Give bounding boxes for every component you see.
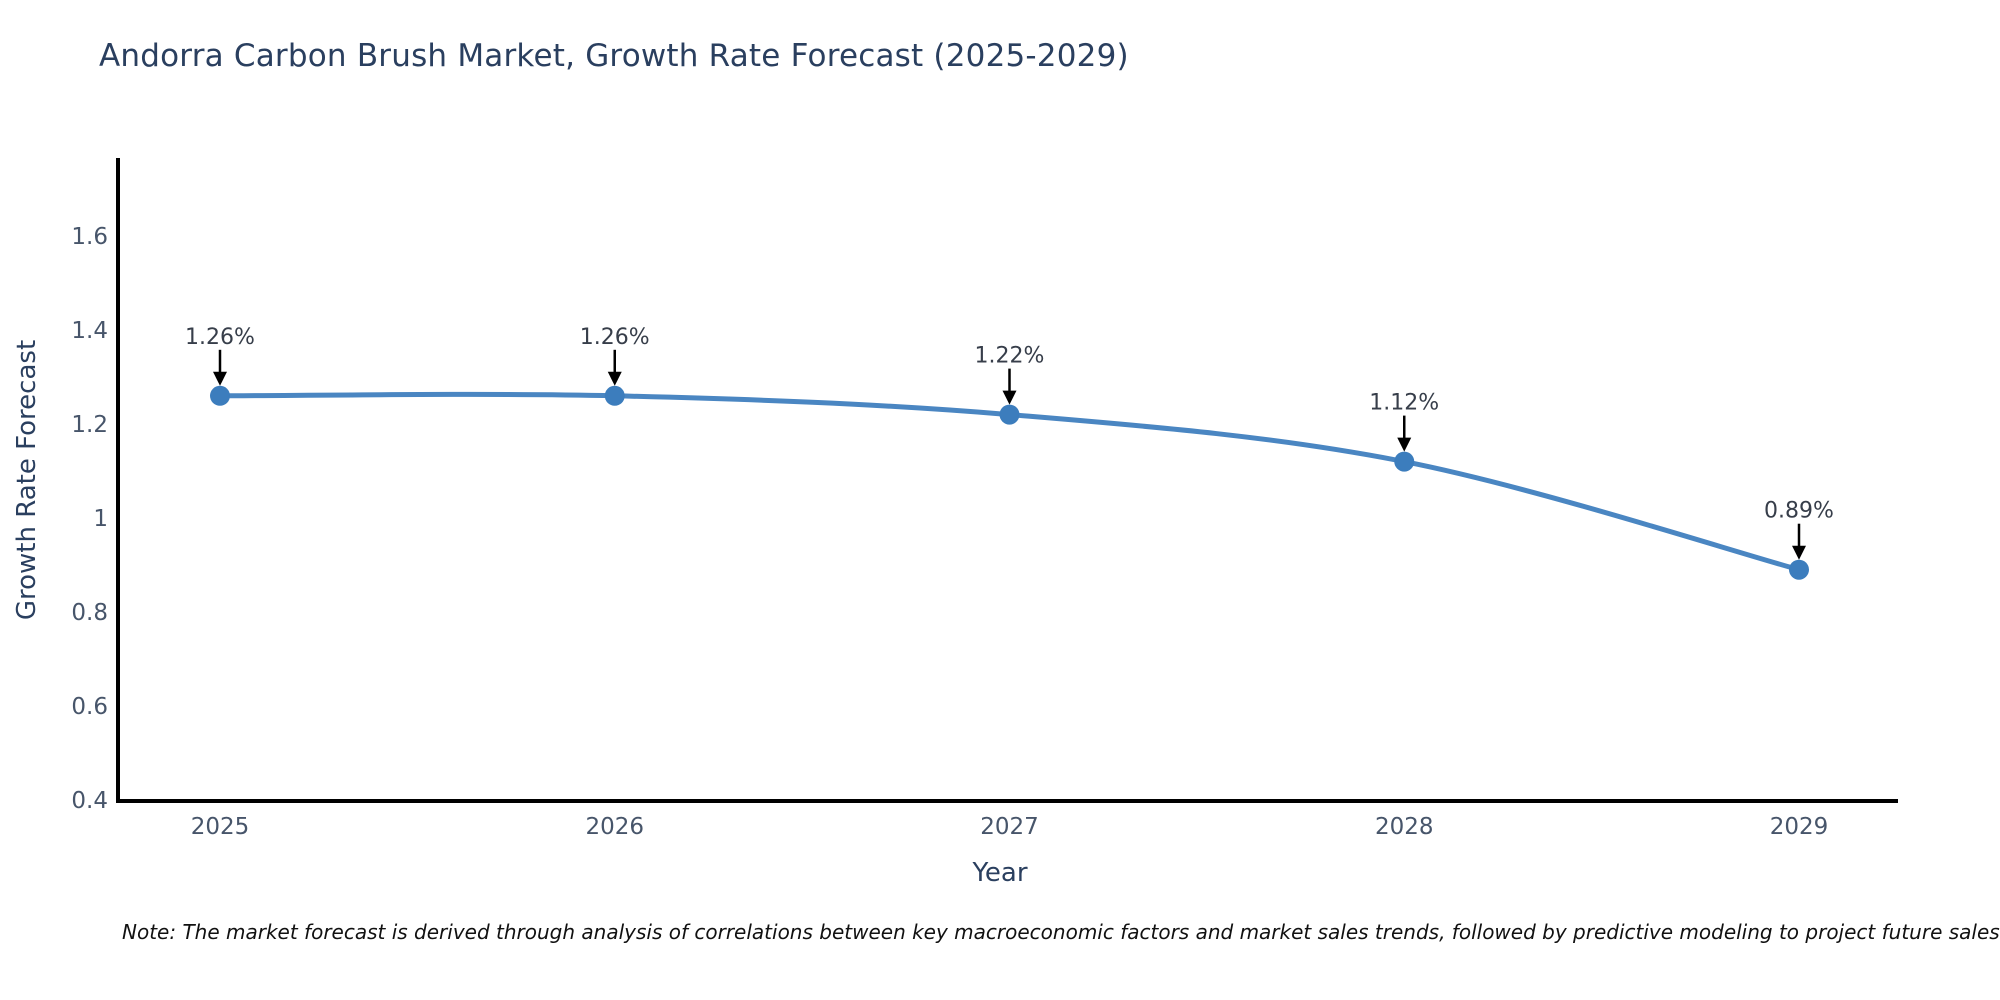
footnote: Note: The market forecast is derived thr… <box>122 920 2000 944</box>
y-tick-label: 0.4 <box>71 788 108 814</box>
x-tick-label: 2026 <box>585 814 644 840</box>
y-tick-label: 1.6 <box>71 224 108 250</box>
x-tick-label: 2028 <box>1375 814 1434 840</box>
data-point-2029[interactable] <box>1789 559 1809 580</box>
series-layer <box>210 385 1809 580</box>
x-axis-title: Year <box>972 858 1028 888</box>
y-tick-label: 0.6 <box>71 694 108 720</box>
annotation-value-label: 1.26% <box>185 325 255 350</box>
x-tick-label: 2029 <box>1770 814 1829 840</box>
y-tick-label: 1.4 <box>71 318 108 344</box>
y-tick-label: 0.8 <box>71 600 108 626</box>
annotation-arrowhead-icon <box>607 371 622 386</box>
annotation-arrowhead-icon <box>1792 545 1806 560</box>
annotation-value-label: 1.22% <box>975 344 1045 369</box>
x-tick-label: 2025 <box>191 814 250 840</box>
annotation-value-label: 0.89% <box>1764 499 1834 524</box>
annotation-value-label: 1.12% <box>1369 391 1439 416</box>
annotation-layer: 1.26% 1.26% 1.22% 1.12% 0.89% <box>185 325 1834 560</box>
annotation-value-label: 1.26% <box>580 325 650 350</box>
data-point-2028[interactable] <box>1394 451 1415 472</box>
chart-title: Andorra Carbon Brush Market, Growth Rate… <box>99 38 1129 74</box>
tick-layer: 2025 2026 2027 2028 2029 0.4 0.6 0.8 1 1.2 1.4 1.6 <box>71 224 1828 840</box>
annotation-arrowhead-icon <box>1397 437 1412 452</box>
y-axis-title: Growth Rate Forecast <box>12 339 42 621</box>
y-tick-label: 1.2 <box>71 412 108 438</box>
annotation-arrowhead-icon <box>213 371 227 386</box>
data-point-2027[interactable] <box>999 404 1020 425</box>
axes-layer <box>116 158 1898 803</box>
y-tick-label: 1 <box>93 506 108 532</box>
data-point-2026[interactable] <box>604 385 625 406</box>
data-point-2025[interactable] <box>210 385 230 406</box>
annotation-arrowhead-icon <box>1002 390 1017 405</box>
x-tick-label: 2027 <box>980 814 1039 840</box>
